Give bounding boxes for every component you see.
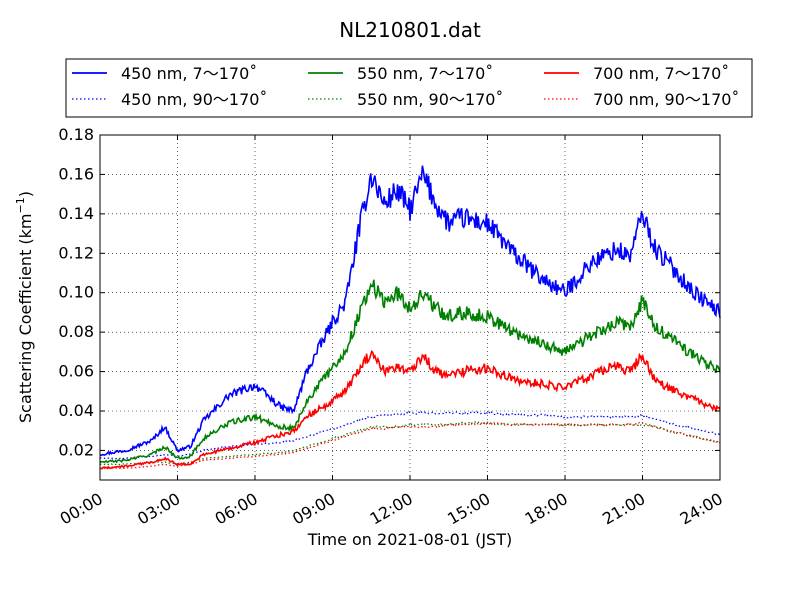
y-tick-label: 0.16 [58, 164, 94, 183]
series-line [99, 349, 721, 470]
series-line [99, 410, 721, 460]
x-tick-label: 21:00 [599, 489, 648, 529]
x-tick-label: 09:00 [289, 489, 338, 529]
y-tick-label: 0.12 [58, 243, 94, 262]
y-axis-label-sup: −1 [14, 197, 27, 213]
chart-title: NL210801.dat [339, 18, 481, 42]
series-line [99, 165, 721, 457]
x-tick-label: 06:00 [212, 489, 261, 529]
x-axis-label: Time on 2021-08-01 (JST) [307, 530, 512, 549]
y-tick-label: 0.08 [58, 322, 94, 341]
x-tick-label: 03:00 [134, 489, 183, 529]
x-tick-label: 24:00 [677, 489, 726, 529]
series-line [99, 421, 721, 470]
legend-label: 700 nm, 7～170˚ [593, 64, 729, 83]
y-tick-label: 0.06 [58, 362, 94, 381]
y-axis-label-prefix: Scattering Coefficient (km [16, 213, 35, 423]
y-tick-label: 0.18 [58, 125, 94, 144]
series-line [99, 279, 721, 464]
y-axis-label: Scattering Coefficient (km−1) [14, 191, 35, 423]
y-tick-label: 0.10 [58, 283, 94, 302]
legend-label: 450 nm, 90～170˚ [121, 90, 267, 109]
legend-label: 550 nm, 7～170˚ [357, 64, 493, 83]
series-layer [99, 165, 721, 470]
legend-label: 700 nm, 90～170˚ [593, 90, 739, 109]
svg-text:Scattering Coefficient (km−1): Scattering Coefficient (km−1) [14, 191, 35, 423]
x-tick-label: 15:00 [444, 489, 493, 529]
y-tick-label: 0.04 [58, 401, 94, 420]
series-line [99, 421, 721, 466]
plot-frame [99, 134, 721, 481]
legend: 450 nm, 7～170˚ 550 nm, 7～170˚ 700 nm, 7～17… [65, 58, 753, 118]
y-axis-label-suffix: ) [16, 191, 35, 197]
x-tick-label: 12:00 [367, 489, 416, 529]
legend-label: 550 nm, 90～170˚ [357, 90, 503, 109]
y-tick-label: 0.02 [58, 440, 94, 459]
legend-box [65, 58, 753, 118]
x-tick-label: 18:00 [522, 489, 571, 529]
legend-label: 450 nm, 7～170˚ [121, 64, 257, 83]
x-tick-label: 00:00 [57, 489, 106, 529]
y-tick-label: 0.14 [58, 204, 94, 223]
